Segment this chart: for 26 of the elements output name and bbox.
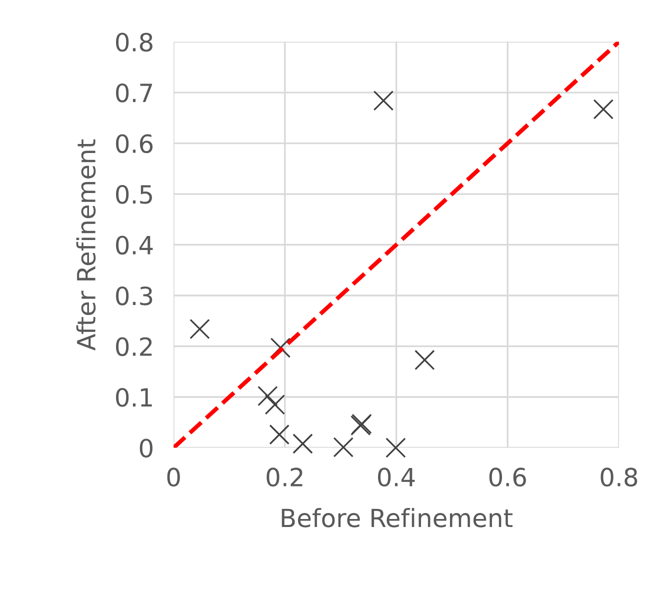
y-tick-label: 0.6 [116, 134, 153, 154]
y-tick-label: 0.3 [116, 286, 152, 306]
point [269, 424, 290, 445]
y-tick-label: 0.8 [116, 32, 152, 52]
point [593, 99, 614, 120]
y-tick-label: 0.4 [116, 236, 153, 255]
point [190, 318, 210, 340]
y-axis-title: After Refinement [76, 139, 96, 351]
x-tick-label: 0 [167, 468, 180, 487]
x-axis-title: Before Refinement [282, 508, 512, 528]
point [333, 437, 354, 458]
point [292, 434, 313, 454]
y-tick-label: 0.5 [116, 184, 152, 204]
point [258, 386, 278, 406]
x-tick-label: 0.2 [266, 468, 302, 487]
x-tick-label: 0.8 [600, 468, 638, 487]
point [373, 90, 394, 111]
y-tick-label: 0.1 [116, 388, 152, 407]
y-tick-label: 0.2 [116, 337, 152, 356]
x-tick-label: 0.4 [378, 468, 415, 487]
point [264, 394, 286, 415]
point [414, 350, 435, 370]
y-tick-label: 0.7 [116, 83, 152, 102]
point [386, 438, 406, 458]
x-tick-label: 0.6 [489, 468, 526, 487]
y-tick-label: 0 [140, 438, 152, 458]
